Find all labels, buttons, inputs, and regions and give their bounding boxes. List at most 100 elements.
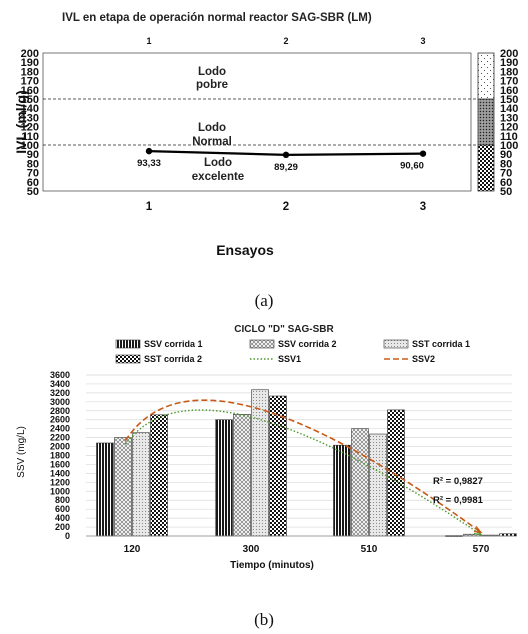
y-tick-label-b: 3200 — [50, 388, 70, 398]
y-tick-label-a: 200 — [21, 48, 39, 60]
bars-b — [96, 389, 517, 537]
r2-label-2: R² = 0,9981 — [433, 495, 484, 506]
ivl-data-label: 89,29 — [274, 162, 298, 173]
zone-label-normal-line1: Lodo — [198, 122, 226, 134]
y-tick-label-b: 2600 — [50, 415, 70, 425]
y-tick-label-right: 150 — [500, 94, 518, 106]
grid-b — [86, 374, 512, 537]
y-tick-label-a: 180 — [21, 66, 39, 78]
y-tick-label-b: 1800 — [50, 451, 70, 461]
y-tick-label-b: 3400 — [50, 379, 70, 389]
y-axis-label-a: IVL (ml/g) — [13, 90, 29, 154]
y-tick-label-a: 100 — [21, 140, 39, 152]
top-tick-labels: 1 2 3 — [146, 36, 425, 46]
zone-label-pobre-line1: Lodo — [198, 66, 226, 78]
zone-label-normal-line2: Normal — [192, 136, 232, 148]
legend-label: SSV corrida 1 — [144, 339, 203, 349]
y-tick-label-b: 400 — [55, 513, 70, 523]
x-tick-label-b: 510 — [361, 544, 378, 555]
bar — [132, 432, 150, 537]
chart-b-title: CICLO "D" SAG-SBR — [234, 324, 334, 335]
trendline — [124, 409, 482, 536]
y-axis-b: 0200400600800100012001400160018002000220… — [50, 370, 70, 541]
y-tick-label-right: 70 — [500, 168, 512, 180]
trendlines-b — [124, 399, 483, 536]
y-tick-label-b: 1000 — [50, 486, 70, 496]
legend-label: SST corrida 2 — [144, 354, 202, 364]
legend-swatch — [115, 339, 141, 349]
trendline-arrow — [473, 526, 483, 534]
y-tick-label-b: 2800 — [50, 406, 70, 416]
zone-bar-segment — [477, 98, 495, 146]
y-tick-label-a: 50 — [27, 186, 39, 198]
ivl-point — [282, 151, 290, 159]
legend-b: SSV corrida 1 SSV corrida 2 SST corrida 1 S… — [115, 339, 470, 364]
x-tick-labels-b: 120 300 510 570 — [124, 544, 490, 555]
y-tick-label-b: 1400 — [50, 468, 70, 478]
zone-label-excelente-line1: Lodo — [204, 157, 232, 169]
caption-b: (b) — [254, 610, 274, 629]
zone-label-pobre-line2: pobre — [196, 79, 228, 91]
y-tick-label-right: 200 — [500, 48, 518, 60]
bar — [351, 428, 369, 537]
zone-bar-segment — [477, 52, 495, 100]
bar — [215, 419, 233, 537]
legend-swatch — [249, 339, 275, 349]
panel-b: CICLO "D" SAG-SBR SSV corrida 1 SSV corri… — [16, 324, 517, 629]
bar — [114, 437, 132, 537]
bar — [387, 409, 405, 537]
y-tick-label-b: 1200 — [50, 477, 70, 487]
top-tick-label: 2 — [283, 36, 288, 46]
y-axis-right: 5060708090100110120130140150160170180190… — [500, 48, 518, 198]
y-tick-label-right: 80 — [500, 158, 512, 170]
y-tick-label-right: 140 — [500, 103, 518, 115]
y-tick-label-a: 80 — [27, 158, 39, 170]
x-tick-label-b: 120 — [124, 544, 141, 555]
ivl-point — [145, 147, 153, 155]
zone-label-excelente-line2: excelente — [192, 171, 244, 183]
y-tick-label-b: 2000 — [50, 442, 70, 452]
x-tick-labels: 1 2 3 — [146, 201, 426, 213]
y-tick-label-right: 190 — [500, 57, 518, 69]
y-tick-label-right: 120 — [500, 122, 518, 134]
r2-label-1: R² = 0,9827 — [433, 476, 483, 487]
y-tick-label-b: 200 — [55, 522, 70, 532]
y-axis-left: 5060708090100110120130140150160170180190… — [21, 48, 39, 198]
y-tick-label-b: 3600 — [50, 370, 70, 380]
y-tick-label-right: 50 — [500, 186, 512, 198]
bar — [369, 433, 387, 537]
y-tick-label-a: 190 — [21, 57, 39, 69]
y-tick-label-a: 170 — [21, 76, 39, 88]
y-tick-label-a: 150 — [21, 94, 39, 106]
y-tick-label-b: 3000 — [50, 397, 70, 407]
top-tick-label: 1 — [146, 36, 151, 46]
y-tick-label-right: 60 — [500, 177, 512, 189]
reference-lines — [43, 98, 478, 146]
legend-label: SSV corrida 2 — [278, 339, 337, 349]
y-tick-label-right: 180 — [500, 66, 518, 78]
x-axis-label-a: Ensayos — [216, 242, 274, 258]
bar — [333, 444, 351, 537]
caption-a: (a) — [255, 291, 274, 310]
y-tick-label-right: 160 — [500, 85, 518, 97]
y-tick-label-a: 130 — [21, 112, 39, 124]
x-tick-label-b: 300 — [243, 544, 260, 555]
ivl-data-label: 93,33 — [137, 158, 161, 169]
y-tick-label-right: 90 — [500, 149, 512, 161]
x-axis-label-b: Tiempo (minutos) — [230, 560, 314, 571]
y-tick-label-b: 2200 — [50, 433, 70, 443]
plot-area-a — [42, 52, 472, 192]
bar — [233, 414, 251, 537]
y-tick-label-b: 0 — [65, 531, 70, 541]
y-tick-label-a: 160 — [21, 85, 39, 97]
y-axis-label-b: SSV (mg/L) — [16, 426, 27, 478]
y-tick-label-a: 110 — [21, 131, 39, 143]
y-tick-label-right: 110 — [500, 131, 518, 143]
legend-label: SSV1 — [278, 354, 301, 364]
y-tick-label-b: 1600 — [50, 459, 70, 469]
ivl-point — [419, 150, 427, 157]
chart-a-title: IVL en etapa de operación normal reactor… — [62, 12, 372, 24]
trendline — [124, 399, 482, 534]
y-tick-label-a: 90 — [27, 149, 39, 161]
